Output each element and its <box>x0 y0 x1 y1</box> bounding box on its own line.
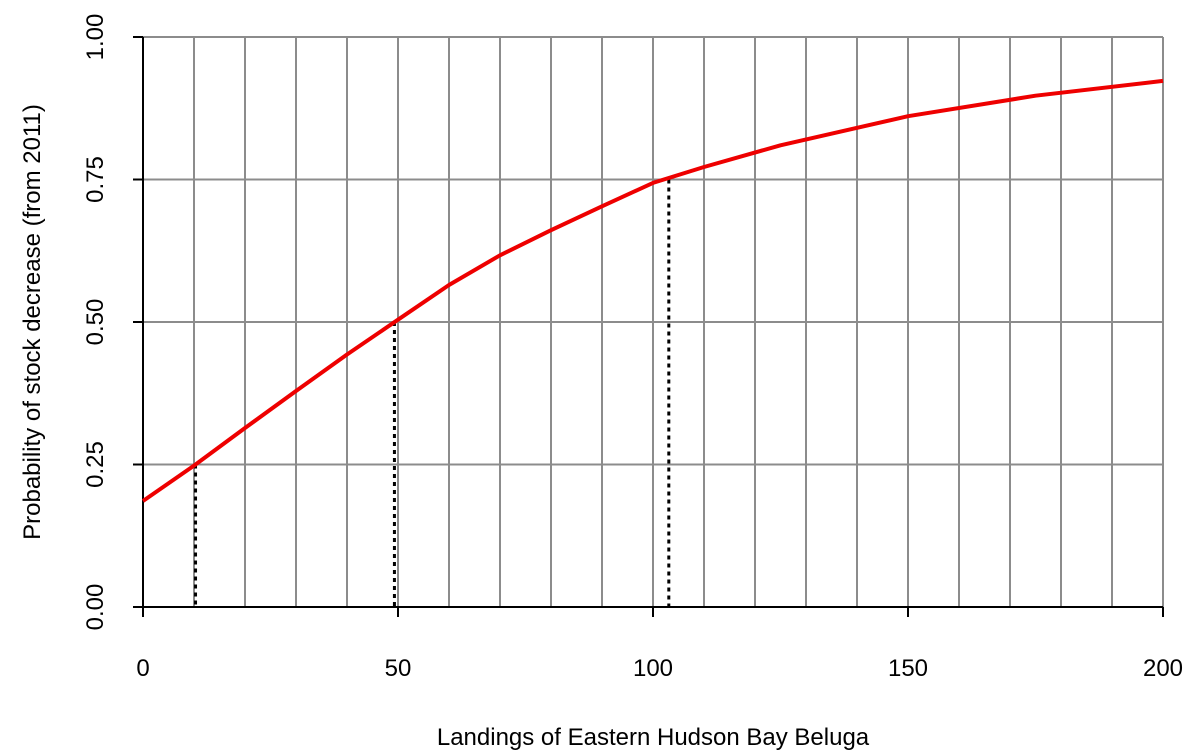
x-tick-label-2: 100 <box>633 655 673 682</box>
x-tick-label-4: 200 <box>1143 655 1183 682</box>
data-series <box>141 78 1164 503</box>
x-tick-label-3: 150 <box>888 655 928 682</box>
y-tick-labels: 0.00 0.25 0.50 0.75 1.00 <box>82 14 109 631</box>
x-axis-title: Landings of Eastern Hudson Bay Beluga <box>437 724 870 751</box>
axes <box>133 36 1164 617</box>
grid-lines <box>142 36 1164 607</box>
reference-lines <box>194 179 671 607</box>
y-tick-label-3: 0.75 <box>82 156 109 203</box>
x-tick-label-1: 50 <box>385 655 412 682</box>
x-tick-labels: 0 50 100 150 200 <box>136 655 1183 682</box>
y-tick-label-1: 0.25 <box>82 441 109 488</box>
y-axis-title: Probability of stock decrease (from 2011… <box>19 104 46 540</box>
series-line-0 <box>141 78 1164 503</box>
y-tick-label-0: 0.00 <box>82 584 109 631</box>
y-tick-label-4: 1.00 <box>82 14 109 61</box>
y-tick-label-2: 0.50 <box>82 299 109 346</box>
x-tick-label-0: 0 <box>136 655 149 682</box>
